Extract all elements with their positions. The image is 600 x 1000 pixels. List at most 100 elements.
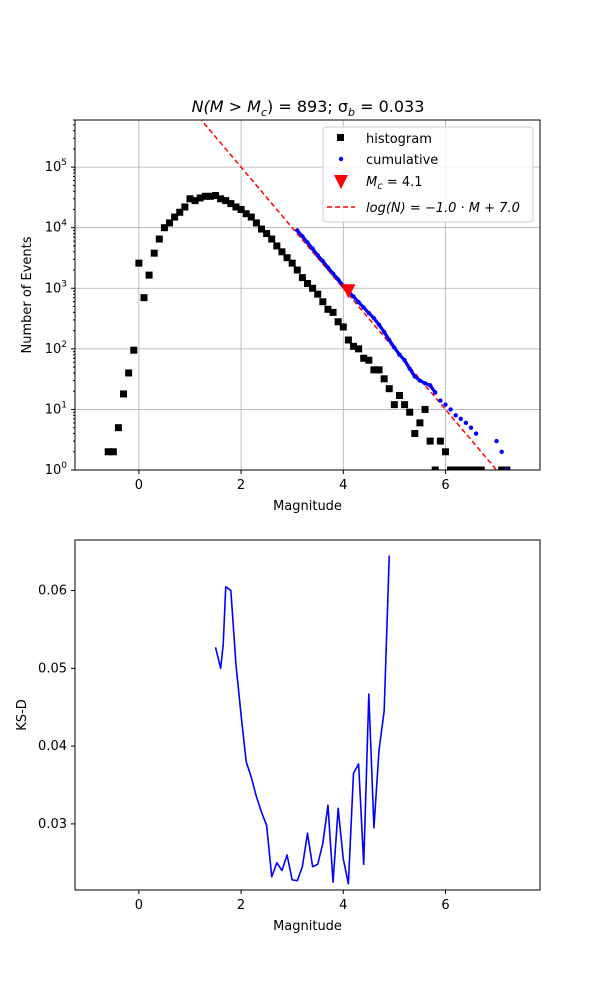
histogram-point (447, 466, 455, 470)
cumulative-point (310, 246, 315, 251)
histogram-point (109, 448, 117, 456)
legend-box (322, 126, 534, 223)
histogram-point (176, 208, 184, 216)
top-y-tick-label: 103 (45, 279, 67, 296)
top-x-tick-label: 2 (237, 478, 245, 493)
histogram-point (452, 466, 460, 470)
histogram-point (191, 197, 199, 205)
cumulative-point (407, 366, 412, 371)
cumulative-point (499, 449, 504, 454)
cumulative-point (412, 374, 418, 379)
histogram-point (114, 424, 122, 432)
cumulative-series (295, 228, 509, 470)
cumulative-point (458, 416, 463, 422)
histogram-point (150, 249, 158, 257)
histogram-point (329, 308, 337, 316)
cumulative-point (351, 294, 356, 299)
fit-line (200, 120, 498, 470)
legend-cumulative-marker (338, 156, 344, 162)
histogram-point (380, 375, 388, 383)
histogram-point (431, 466, 439, 470)
cumulative-point (443, 402, 448, 407)
bottom-plot-frame (74, 539, 541, 891)
histogram-point (140, 294, 148, 302)
histogram-point (288, 259, 296, 267)
cumulative-point (356, 299, 361, 305)
histogram-point (145, 271, 153, 279)
histogram-point (349, 342, 357, 350)
top-y-tick-label: 101 (45, 400, 67, 417)
histogram-point (365, 356, 373, 364)
cumulative-point (320, 258, 326, 264)
histogram-point (385, 385, 393, 393)
bottom-y-tick-label: 0.03 (38, 817, 67, 832)
histogram-point (135, 259, 143, 267)
histogram-point (247, 213, 255, 221)
cumulative-point (417, 378, 423, 383)
legend: histogram cumulative Mc = 4.1 log(N) = −… (322, 126, 534, 223)
cumulative-point (392, 345, 397, 350)
histogram-point (370, 366, 378, 374)
histogram-point (217, 195, 225, 203)
histogram-point (360, 354, 368, 362)
top-y-tick-label: 100 (45, 461, 68, 478)
histogram-point (232, 203, 240, 211)
histogram-point (181, 203, 189, 211)
histogram-point (130, 346, 138, 354)
legend-histogram-marker (337, 134, 344, 141)
top-y-ticks: 100 101 102 103 104 105 (45, 119, 75, 478)
bottom-y-ticks: 0.03 0.04 0.05 0.06 (38, 584, 75, 832)
histogram-point (477, 466, 485, 470)
bottom-y-tick-label: 0.04 (38, 739, 67, 754)
top-x-axis-label: Magnitude (273, 499, 342, 514)
histogram-point (258, 225, 266, 233)
top-x-tick-label: 6 (441, 478, 449, 493)
mc-marker (341, 284, 356, 299)
top-chart-title: N(M > Mc) = 893; σb = 0.033 (192, 97, 425, 119)
histogram-point (166, 219, 174, 227)
histogram-point (319, 298, 327, 306)
top-y-tick-label: 105 (45, 158, 67, 175)
histogram-point (252, 219, 260, 227)
legend-cumulative-label: cumulative (366, 153, 438, 168)
cumulative-point (361, 305, 366, 310)
bottom-y-tick-label: 0.06 (38, 584, 67, 599)
histogram-point (421, 405, 429, 413)
cumulative-point (463, 420, 469, 426)
bottom-y-tick-label: 0.05 (38, 661, 67, 676)
histogram-point (298, 274, 306, 282)
histogram-point (268, 235, 276, 243)
histogram-point (314, 290, 322, 298)
cumulative-point (402, 357, 407, 363)
histogram-point (273, 242, 281, 250)
cumulative-point (300, 234, 305, 239)
cumulative-point (494, 438, 499, 444)
histogram-point (355, 345, 363, 353)
histogram-series (104, 192, 511, 470)
cumulative-point (397, 352, 402, 357)
cumulative-point (504, 467, 509, 470)
histogram-point (441, 448, 449, 456)
histogram-point (304, 279, 311, 287)
bottom-x-tick-label: 4 (339, 898, 347, 913)
ks-d-series (214, 555, 391, 885)
histogram-point (293, 266, 301, 274)
ks-d-line (214, 555, 391, 885)
cumulative-point (305, 240, 310, 245)
bottom-x-ticks: 0 2 4 6 (135, 890, 450, 913)
top-plot-frame (74, 119, 541, 471)
fit-line-path (200, 120, 498, 470)
cumulative-point (376, 322, 382, 327)
cumulative-point (366, 310, 372, 316)
histogram-point (206, 192, 214, 200)
cumulative-point (371, 316, 377, 321)
cumulative-point (387, 337, 392, 343)
histogram-point (160, 224, 168, 232)
top-x-tick-label: 0 (135, 478, 143, 493)
histogram-point (339, 323, 347, 331)
histogram-point (237, 205, 245, 213)
histogram-point (155, 235, 163, 243)
top-y-tick-label: 104 (45, 219, 68, 236)
